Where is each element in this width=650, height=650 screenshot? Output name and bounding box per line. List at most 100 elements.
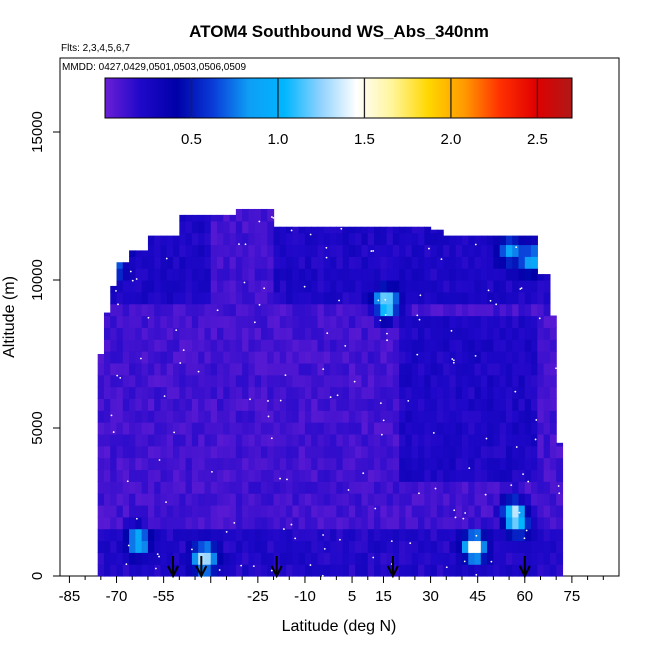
heatmap-cell xyxy=(436,256,444,269)
heatmap-cell xyxy=(543,469,551,482)
heatmap-cell xyxy=(537,493,545,506)
heatmap-cell xyxy=(418,303,425,317)
heatmap-cell xyxy=(418,280,425,293)
heatmap-cell xyxy=(160,235,168,246)
heatmap-cell xyxy=(135,528,143,542)
heatmap-cell xyxy=(367,528,375,542)
heatmap-cell xyxy=(348,504,356,518)
heatmap-cell xyxy=(242,481,250,494)
heatmap-cell xyxy=(286,516,293,530)
heatmap-cell xyxy=(392,552,400,565)
heatmap-cell xyxy=(179,327,187,340)
heatmap-cell xyxy=(355,528,363,542)
heatmap-cell xyxy=(173,398,180,411)
heatmap-cell xyxy=(229,232,237,246)
heatmap-cell xyxy=(110,339,118,352)
heatmap-cell xyxy=(179,445,187,459)
heatmap-cell xyxy=(361,351,369,364)
heatmap-cell xyxy=(298,362,306,376)
heatmap-cell xyxy=(173,528,180,542)
heatmap-cell xyxy=(518,315,526,328)
heatmap-cell xyxy=(392,339,400,352)
heatmap-cell xyxy=(480,303,488,317)
sample-point xyxy=(175,329,178,332)
heatmap-cell xyxy=(298,445,306,459)
heatmap-cell xyxy=(556,445,564,459)
heatmap-cell xyxy=(267,244,275,257)
heatmap-cell xyxy=(273,386,281,399)
heatmap-cell xyxy=(210,362,218,376)
heatmap-cell xyxy=(348,540,356,553)
heatmap-cell xyxy=(474,235,482,246)
heatmap-cell xyxy=(537,374,545,388)
heatmap-cell xyxy=(531,516,538,530)
heatmap-cell xyxy=(374,528,381,542)
heatmap-cell xyxy=(443,433,451,447)
heatmap-cell xyxy=(399,244,407,257)
heatmap-cell xyxy=(430,410,438,423)
heatmap-cell xyxy=(260,457,268,471)
heatmap-cell xyxy=(323,268,331,281)
heatmap-cell xyxy=(468,268,476,281)
heatmap-cell xyxy=(405,422,413,435)
sample-point xyxy=(322,368,325,371)
sample-point xyxy=(326,332,329,335)
heatmap-cell xyxy=(499,244,507,257)
heatmap-cell xyxy=(191,351,199,364)
heatmap-cell xyxy=(317,351,325,364)
heatmap-cell xyxy=(311,445,319,459)
heatmap-cell xyxy=(229,516,237,530)
heatmap-cell xyxy=(512,244,520,257)
heatmap-cell xyxy=(210,469,218,482)
heatmap-cell xyxy=(543,280,551,293)
heatmap-cell xyxy=(191,457,199,471)
heatmap-cell xyxy=(531,327,538,340)
heatmap-cell xyxy=(279,433,287,447)
heatmap-cell xyxy=(279,362,287,376)
heatmap-cell xyxy=(129,433,136,447)
heatmap-cell xyxy=(210,244,218,257)
heatmap-cell xyxy=(304,268,312,281)
heatmap-cell xyxy=(141,256,149,269)
heatmap-cell xyxy=(399,433,407,447)
heatmap-cell xyxy=(311,374,319,388)
heatmap-cell xyxy=(461,351,469,364)
sample-point xyxy=(158,555,160,558)
heatmap-cell xyxy=(361,504,369,518)
heatmap-cell xyxy=(487,291,494,305)
heatmap-cell xyxy=(110,493,118,506)
heatmap-cell xyxy=(355,469,363,482)
heatmap-cell xyxy=(279,398,287,411)
heatmap-cell xyxy=(311,327,319,340)
heatmap-cell xyxy=(543,433,551,447)
heatmap-cell xyxy=(474,303,482,317)
heatmap-cell xyxy=(443,410,451,423)
heatmap-cell xyxy=(386,362,394,376)
heatmap-cell xyxy=(330,386,337,399)
heatmap-cell xyxy=(160,339,168,352)
heatmap-cell xyxy=(154,504,162,518)
heatmap-cell xyxy=(97,374,105,388)
heatmap-cell xyxy=(424,315,432,328)
heatmap-cell xyxy=(418,433,425,447)
heatmap-cell xyxy=(166,469,174,482)
heatmap-cell xyxy=(141,327,149,340)
heatmap-cell xyxy=(248,445,256,459)
heatmap-cell xyxy=(217,351,224,364)
heatmap-cell xyxy=(361,481,369,494)
heatmap-cell xyxy=(191,315,199,328)
heatmap-cell xyxy=(235,457,243,471)
heatmap-cell xyxy=(418,493,425,506)
heatmap-cell xyxy=(110,374,118,388)
heatmap-cell xyxy=(392,528,400,542)
heatmap-cell xyxy=(480,386,488,399)
sample-point xyxy=(518,511,521,514)
heatmap-cell xyxy=(323,386,331,399)
sample-point xyxy=(309,564,312,566)
heatmap-cell xyxy=(97,469,105,482)
sample-point xyxy=(474,243,477,246)
heatmap-cell xyxy=(499,327,507,340)
heatmap-cell xyxy=(304,540,312,553)
heatmap-cell xyxy=(141,528,149,542)
sample-point xyxy=(534,438,537,441)
